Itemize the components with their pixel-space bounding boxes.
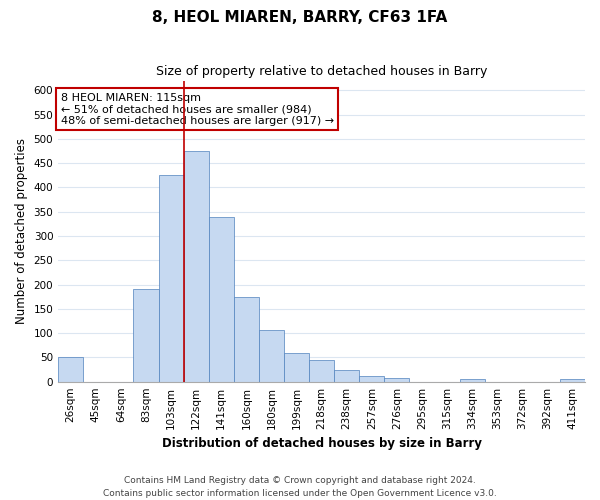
- Bar: [133, 290, 158, 382]
- Bar: [560, 380, 585, 382]
- Bar: [209, 216, 234, 382]
- Bar: [334, 370, 359, 382]
- Title: Size of property relative to detached houses in Barry: Size of property relative to detached ho…: [156, 65, 487, 78]
- Bar: [284, 352, 309, 382]
- Text: Contains HM Land Registry data © Crown copyright and database right 2024.
Contai: Contains HM Land Registry data © Crown c…: [103, 476, 497, 498]
- Bar: [359, 376, 385, 382]
- Bar: [385, 378, 409, 382]
- Text: 8, HEOL MIAREN, BARRY, CF63 1FA: 8, HEOL MIAREN, BARRY, CF63 1FA: [152, 10, 448, 25]
- Bar: [234, 296, 259, 382]
- Bar: [259, 330, 284, 382]
- Bar: [58, 358, 83, 382]
- Bar: [184, 151, 209, 382]
- Bar: [460, 380, 485, 382]
- Bar: [158, 176, 184, 382]
- Y-axis label: Number of detached properties: Number of detached properties: [15, 138, 28, 324]
- Bar: [309, 360, 334, 382]
- Text: 8 HEOL MIAREN: 115sqm
← 51% of detached houses are smaller (984)
48% of semi-det: 8 HEOL MIAREN: 115sqm ← 51% of detached …: [61, 92, 334, 126]
- X-axis label: Distribution of detached houses by size in Barry: Distribution of detached houses by size …: [161, 437, 482, 450]
